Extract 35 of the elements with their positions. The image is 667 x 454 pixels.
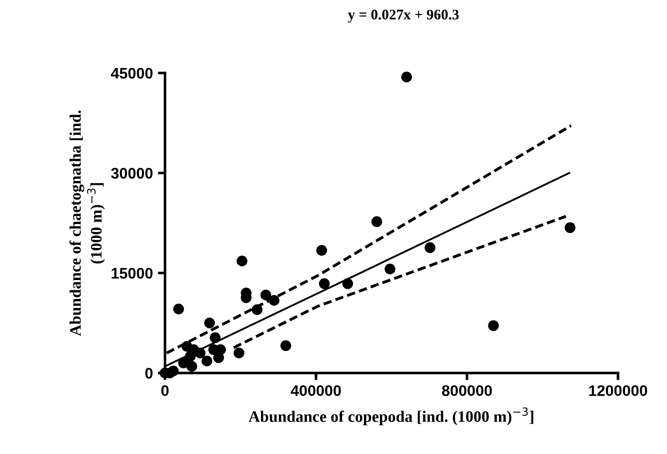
point	[424, 242, 436, 254]
point	[186, 360, 198, 372]
point	[401, 72, 412, 82]
x-axis-title: Abundance of copepoda [ind. (1000 m)$^{−3}$]	[248, 407, 534, 426]
x-tick-label: 0	[161, 385, 169, 396]
point	[184, 350, 196, 362]
point	[168, 366, 179, 376]
x-tick-label: 1200000	[589, 385, 648, 396]
point	[234, 348, 244, 358]
y-tick-label: 0	[145, 368, 153, 379]
point	[488, 320, 499, 332]
x-tick-label: 400000	[290, 385, 341, 396]
point	[280, 340, 292, 352]
point	[210, 332, 221, 344]
point	[316, 244, 328, 256]
point	[202, 356, 212, 366]
point	[236, 256, 248, 266]
point	[318, 278, 330, 290]
point	[342, 278, 354, 290]
y-tick-label: 45000	[110, 68, 153, 79]
point	[564, 222, 576, 234]
chart-title: y = 0.027x + 960.3	[348, 10, 459, 23]
x-tick-label: 800000	[442, 385, 492, 396]
y-axis-title: Abundance of chaetognatha [ind. (1000 m)$^{−3}$]	[69, 110, 105, 336]
point	[252, 304, 262, 316]
y-tick-label: 30000	[111, 168, 153, 179]
point	[194, 348, 206, 358]
y-tick-label: 15000	[112, 268, 153, 279]
point	[268, 294, 280, 306]
point	[371, 216, 382, 228]
point	[178, 358, 189, 368]
point	[260, 290, 272, 300]
point	[173, 304, 184, 314]
point	[204, 318, 215, 328]
point	[384, 264, 396, 274]
